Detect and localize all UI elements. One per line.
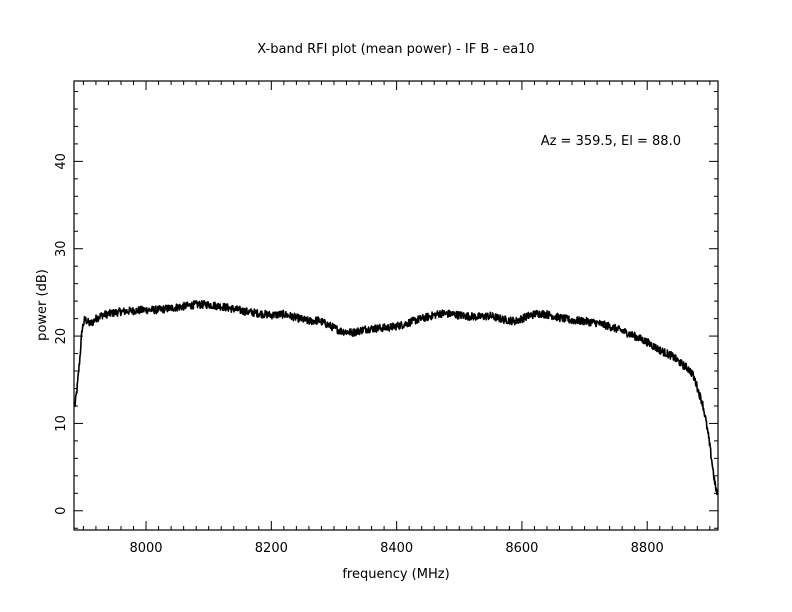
chart-title: X-band RFI plot (mean power) - IF B - ea… bbox=[257, 42, 534, 57]
y-tick-label: 30 bbox=[54, 240, 69, 257]
x-tick-label: 8800 bbox=[631, 541, 664, 556]
x-tick-label: 8200 bbox=[255, 541, 288, 556]
y-tick-label: 40 bbox=[54, 153, 69, 170]
y-axis-label: power (dB) bbox=[35, 269, 50, 341]
y-tick-label: 0 bbox=[54, 507, 69, 515]
axis-ticks bbox=[74, 81, 718, 530]
series-group bbox=[74, 299, 718, 496]
y-tick-label: 10 bbox=[54, 415, 69, 432]
annotation-az-el: Az = 359.5, El = 88.0 bbox=[541, 134, 681, 149]
x-tick-label: 8600 bbox=[505, 541, 538, 556]
axis-tick-labels: 8000 8200 8400 8600 8800 0 10 20 30 40 bbox=[54, 153, 664, 556]
x-axis-label: frequency (MHz) bbox=[342, 567, 449, 582]
x-tick-label: 8000 bbox=[129, 541, 162, 556]
x-tick-label: 8400 bbox=[380, 541, 413, 556]
plot-frame bbox=[73, 80, 719, 531]
y-tick-label: 20 bbox=[54, 328, 69, 345]
power-series-line bbox=[74, 299, 718, 496]
